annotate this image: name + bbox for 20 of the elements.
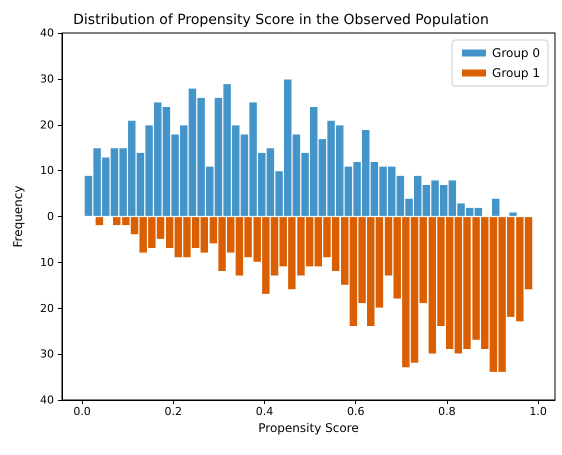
y-tick-label: 10 bbox=[40, 256, 54, 269]
x-tick-label: 0.8 bbox=[438, 405, 456, 418]
y-tick-label: 40 bbox=[40, 394, 54, 406]
y-axis-title: Frequency bbox=[11, 186, 25, 248]
y-tick-label: 10 bbox=[40, 164, 54, 178]
y-tick-label: 30 bbox=[40, 348, 54, 361]
legend-label: Group 1 bbox=[492, 66, 540, 80]
y-tick-label: 20 bbox=[40, 118, 54, 132]
x-tick-label: 0.2 bbox=[164, 405, 182, 418]
x-tick-label: 1.0 bbox=[529, 405, 547, 418]
chart-title: Distribution of Propensity Score in the Observed Population bbox=[73, 12, 489, 28]
legend-label: Group 0 bbox=[492, 46, 540, 60]
y-tick-label: 0 bbox=[47, 210, 54, 223]
x-tick-label: 0.0 bbox=[73, 405, 91, 418]
y-tick-label: 20 bbox=[40, 302, 54, 315]
x-tick-label: 0.4 bbox=[256, 405, 274, 418]
y-tick-label: 30 bbox=[40, 72, 54, 86]
x-tick-label: 0.6 bbox=[346, 405, 364, 418]
y-tick-label: 40 bbox=[40, 26, 54, 40]
x-axis-title: Propensity Score bbox=[258, 421, 359, 435]
